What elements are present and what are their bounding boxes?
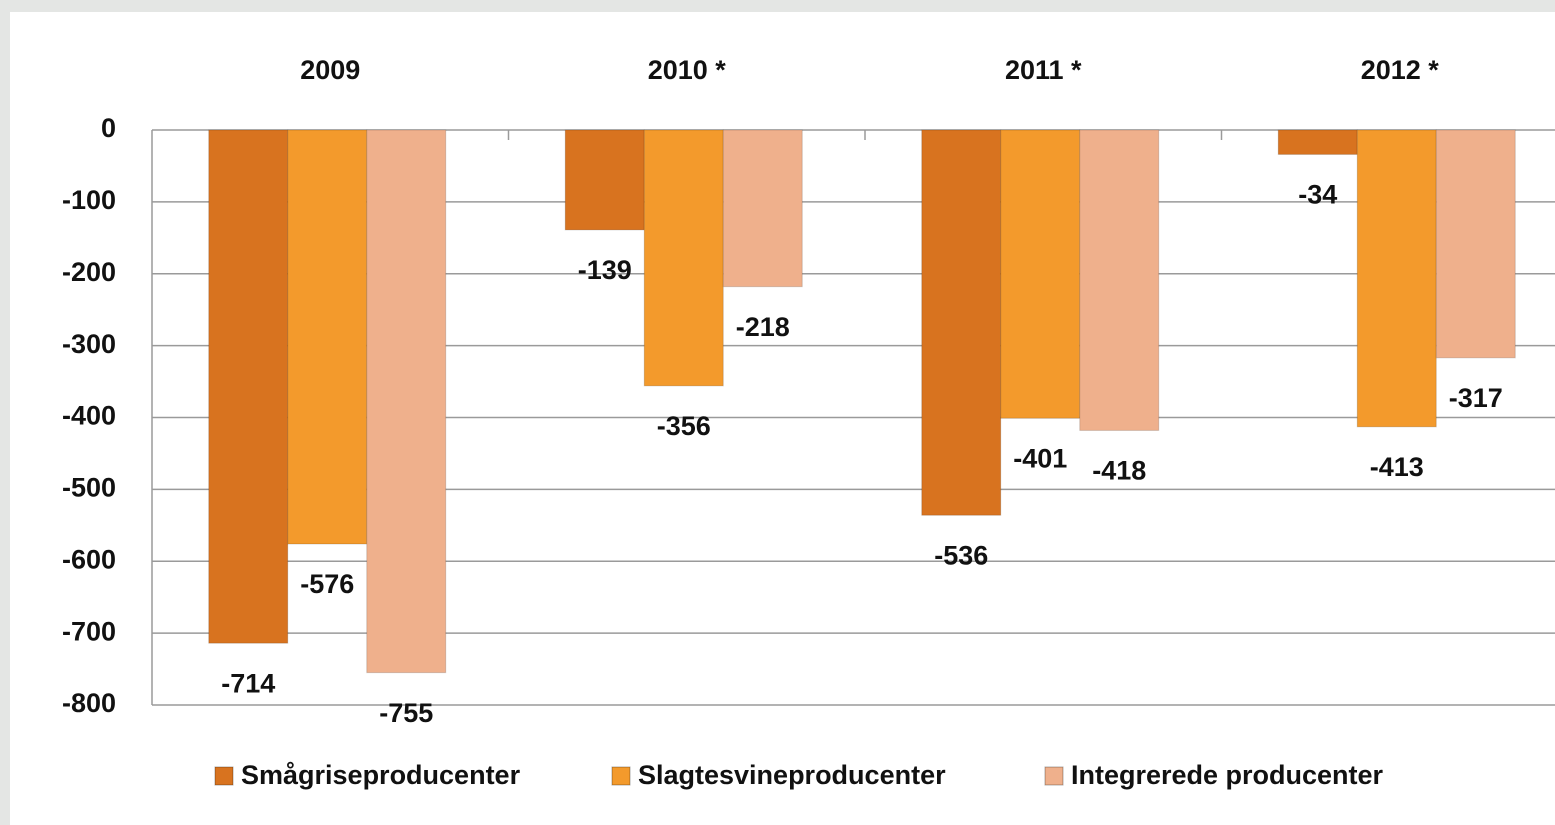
x-tick-label: 2009 — [300, 55, 360, 85]
value-label: -576 — [300, 569, 354, 599]
bar — [921, 129, 1002, 516]
bar — [1356, 129, 1437, 428]
y-tick-label: 0 — [101, 113, 116, 143]
bar — [287, 129, 368, 545]
bar — [1277, 129, 1358, 155]
value-label: -401 — [1013, 443, 1067, 473]
legend-swatch — [214, 766, 234, 786]
value-label: -139 — [578, 255, 632, 285]
legend-label: Integrerede producenter — [1071, 760, 1384, 790]
value-label: -218 — [736, 312, 790, 342]
bar — [1079, 129, 1160, 431]
y-tick-label: -700 — [62, 616, 116, 646]
y-tick-label: -100 — [62, 185, 116, 215]
legend-swatch — [1044, 766, 1064, 786]
y-tick-label: -800 — [62, 688, 116, 718]
y-tick-label: -500 — [62, 473, 116, 503]
value-label: -536 — [934, 540, 988, 570]
bar — [1435, 129, 1516, 359]
bar — [643, 129, 724, 387]
value-label: -356 — [657, 411, 711, 441]
value-label: -418 — [1092, 456, 1146, 486]
value-label: -317 — [1449, 383, 1503, 413]
y-tick-label: -200 — [62, 257, 116, 287]
bar — [564, 129, 645, 231]
legend-label: Slagtesvineproducenter — [638, 760, 946, 790]
value-label: -413 — [1370, 452, 1424, 482]
y-tick-label: -600 — [62, 544, 116, 574]
legend-swatch — [611, 766, 631, 786]
y-tick-label: -400 — [62, 401, 116, 431]
value-label: -34 — [1298, 180, 1337, 210]
value-label: -755 — [379, 698, 433, 728]
y-tick-label: -300 — [62, 329, 116, 359]
x-tick-label: 2012 * — [1361, 55, 1440, 85]
bar — [1000, 129, 1081, 419]
bar — [722, 129, 803, 288]
legend-label: Smågriseproducenter — [241, 760, 521, 790]
value-label: -714 — [221, 668, 275, 698]
x-tick-label: 2010 * — [648, 55, 727, 85]
bar — [208, 129, 289, 644]
x-tick-label: 2011 * — [1005, 55, 1082, 85]
bar — [366, 129, 447, 674]
